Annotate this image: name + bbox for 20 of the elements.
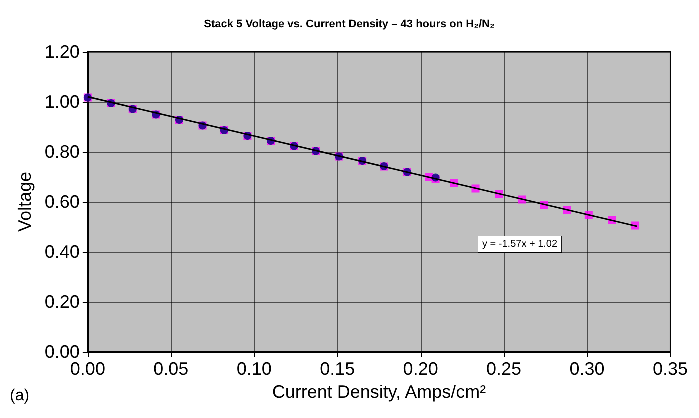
y-tick-label: 1.00: [44, 92, 80, 112]
text: (a): [10, 388, 30, 404]
x-tick-label: 0.05: [154, 359, 189, 379]
y-axis-title: Voltage: [15, 172, 35, 232]
y-tick-label: 1.20: [44, 42, 80, 62]
annotation: y = -1.57x + 1.02: [482, 239, 558, 250]
y-tick-label: 0.60: [44, 192, 80, 212]
x-axis-title: Current Density, Amps/cm²: [272, 382, 486, 402]
chart-title: Stack 5 Voltage vs. Current Density – 43 hours on H₂/N₂: [204, 18, 495, 30]
x-tick-label: 0.20: [403, 359, 438, 379]
x-tick-label: 0.25: [486, 359, 522, 379]
x-tick-label: 0.00: [70, 359, 106, 379]
x-tick-label: 0.10: [236, 359, 272, 379]
x-tick-label: 0.30: [570, 359, 605, 379]
x-tick-label: 0.15: [320, 359, 356, 379]
y-tick-label: 0.40: [44, 242, 80, 262]
y-tick-label: 0.80: [44, 142, 80, 162]
x-tick-label: 0.35: [652, 359, 688, 379]
y-tick-label: 0.00: [44, 342, 80, 362]
y-tick-label: 0.20: [44, 292, 80, 312]
